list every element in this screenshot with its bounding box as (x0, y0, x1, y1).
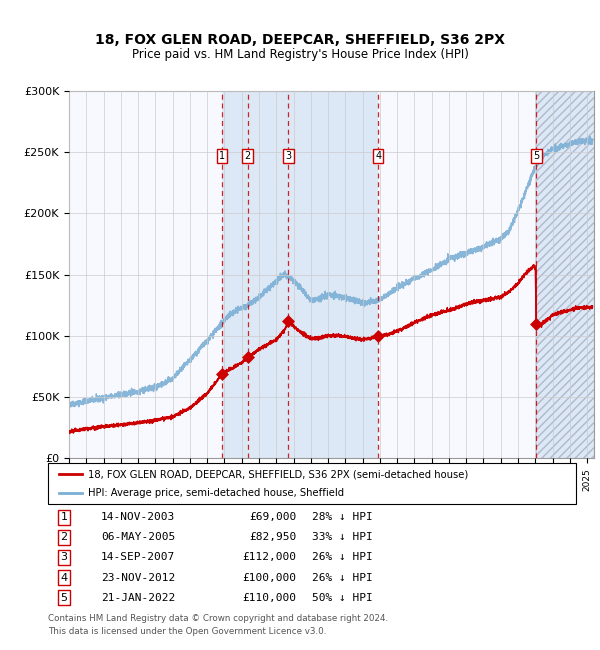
Text: 3: 3 (61, 552, 67, 562)
Text: £82,950: £82,950 (249, 532, 296, 542)
Text: £69,000: £69,000 (249, 512, 296, 522)
Text: 18, FOX GLEN ROAD, DEEPCAR, SHEFFIELD, S36 2PX (semi-detached house): 18, FOX GLEN ROAD, DEEPCAR, SHEFFIELD, S… (88, 469, 468, 479)
Text: 5: 5 (533, 151, 539, 161)
Text: 5: 5 (61, 593, 67, 603)
Text: 50% ↓ HPI: 50% ↓ HPI (312, 593, 373, 603)
Text: 23-NOV-2012: 23-NOV-2012 (101, 573, 175, 582)
Text: 3: 3 (286, 151, 292, 161)
Text: 26% ↓ HPI: 26% ↓ HPI (312, 552, 373, 562)
Text: HPI: Average price, semi-detached house, Sheffield: HPI: Average price, semi-detached house,… (88, 488, 344, 498)
Text: Contains HM Land Registry data © Crown copyright and database right 2024.: Contains HM Land Registry data © Crown c… (48, 614, 388, 623)
FancyBboxPatch shape (48, 463, 576, 504)
Text: 4: 4 (60, 573, 67, 582)
Text: £112,000: £112,000 (242, 552, 296, 562)
Text: 21-JAN-2022: 21-JAN-2022 (101, 593, 175, 603)
Text: 4: 4 (375, 151, 381, 161)
Text: 1: 1 (219, 151, 225, 161)
Bar (289, 91, 378, 458)
Text: £100,000: £100,000 (242, 573, 296, 582)
Text: 2: 2 (245, 151, 251, 161)
Text: 26% ↓ HPI: 26% ↓ HPI (312, 573, 373, 582)
Text: 2: 2 (60, 532, 67, 542)
Text: 14-NOV-2003: 14-NOV-2003 (101, 512, 175, 522)
Text: Price paid vs. HM Land Registry's House Price Index (HPI): Price paid vs. HM Land Registry's House … (131, 48, 469, 61)
Text: 1: 1 (61, 512, 67, 522)
Text: 18, FOX GLEN ROAD, DEEPCAR, SHEFFIELD, S36 2PX: 18, FOX GLEN ROAD, DEEPCAR, SHEFFIELD, S… (95, 33, 505, 47)
Text: 33% ↓ HPI: 33% ↓ HPI (312, 532, 373, 542)
Text: This data is licensed under the Open Government Licence v3.0.: This data is licensed under the Open Gov… (48, 627, 326, 636)
Text: 28% ↓ HPI: 28% ↓ HPI (312, 512, 373, 522)
Text: 14-SEP-2007: 14-SEP-2007 (101, 552, 175, 562)
Bar (536, 91, 594, 458)
Text: £110,000: £110,000 (242, 593, 296, 603)
Text: 06-MAY-2005: 06-MAY-2005 (101, 532, 175, 542)
Bar (222, 91, 289, 458)
